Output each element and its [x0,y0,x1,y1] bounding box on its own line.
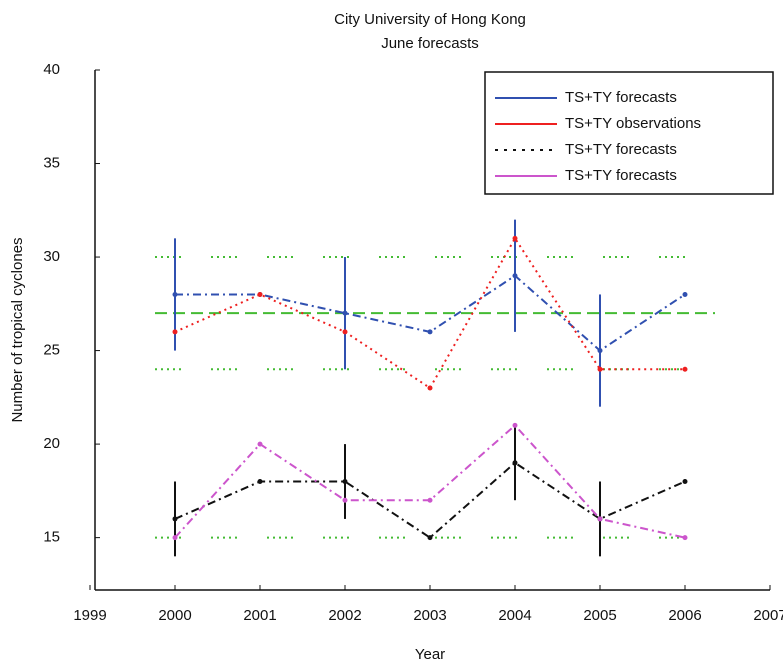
x-tick-label: 2001 [243,607,276,624]
point [172,535,178,541]
legend-label: TS+TY forecasts [565,167,677,184]
point [682,366,688,372]
x-tick-label: 2003 [413,607,446,624]
legend-label: TS+TY forecasts [565,141,677,158]
point [427,535,433,541]
point [682,479,688,485]
y-tick-label: 15 [43,529,60,546]
y-tick-label: 30 [43,248,60,265]
y-tick-label: 40 [43,61,60,78]
series-line [174,423,686,539]
y-axis-label: Number of tropical cyclones [9,237,26,422]
point [342,329,348,335]
x-tick-label: 2002 [328,607,361,624]
legend-label: TS+TY observations [565,115,701,132]
legend-label: TS+TY forecasts [565,89,677,106]
point [682,535,688,541]
point [257,479,263,485]
point [597,516,603,522]
x-tick-label: 2004 [498,607,531,624]
chart-title: City University of Hong Kong [334,11,526,28]
point [597,366,603,372]
x-tick-label: 1999 [73,607,106,624]
chart-subtitle: June forecasts [381,35,479,52]
point [257,291,263,297]
point [172,329,178,335]
y-tick-label: 35 [43,154,60,171]
legend-box [484,71,774,195]
point [342,497,348,503]
x-axis-label: Year [415,646,445,663]
point [682,291,688,297]
x-tick-label: 2000 [158,607,191,624]
x-tick-label: 2007 [753,607,783,624]
point [427,329,433,335]
y-tick-label: 20 [43,435,60,452]
point [512,235,518,241]
point [427,497,433,503]
x-tick-label: 2006 [668,607,701,624]
point [257,441,263,447]
point [512,422,518,428]
y-tick-label: 25 [43,342,60,359]
x-tick-label: 2005 [583,607,616,624]
point [427,385,433,391]
